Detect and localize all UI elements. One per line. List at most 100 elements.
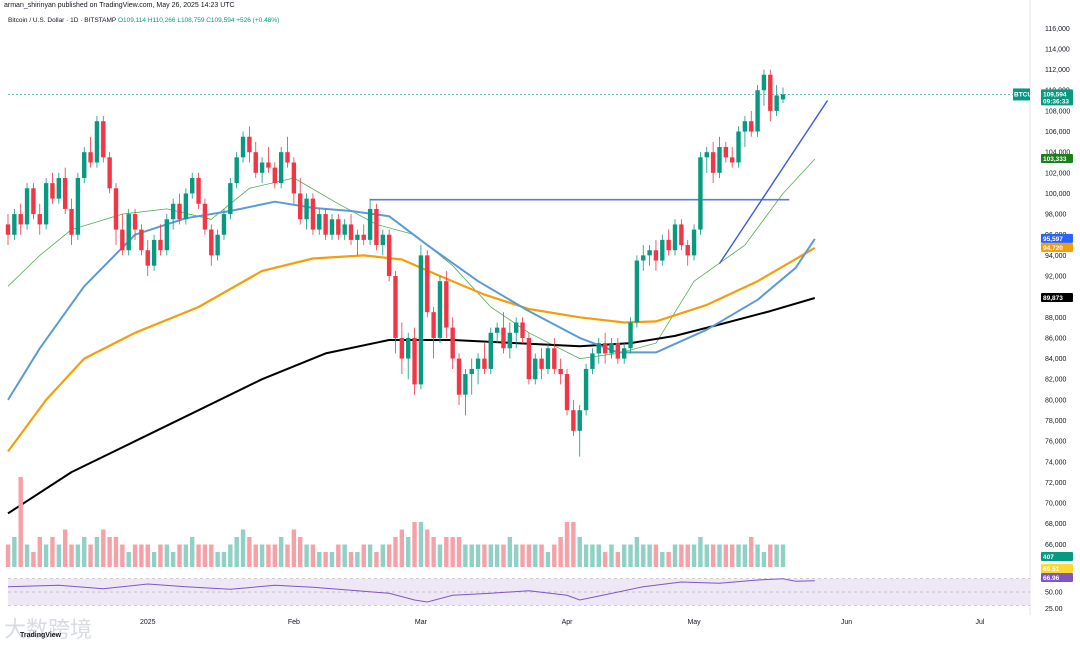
- volume-bar: [164, 544, 170, 567]
- volume-bar: [552, 544, 557, 567]
- volume-bar: [177, 544, 182, 567]
- volume-bar: [729, 544, 735, 567]
- volume-bar: [158, 544, 163, 567]
- volume-bar: [247, 537, 252, 567]
- candle-body: [463, 374, 468, 395]
- volume-bar: [418, 522, 424, 567]
- volume-bar: [380, 544, 385, 567]
- volume-bar: [583, 544, 589, 567]
- candle-body: [564, 374, 570, 411]
- volume-bar: [450, 537, 455, 567]
- volume-bar: [634, 537, 640, 567]
- volume-bar: [660, 552, 665, 567]
- volume-bar: [348, 552, 354, 567]
- y-tick-label: 108,000: [1045, 108, 1070, 115]
- candle-body: [729, 157, 735, 163]
- candle-body: [101, 121, 106, 158]
- candle-body: [69, 208, 74, 235]
- candle-body: [177, 203, 182, 220]
- rsi-tick-label: 25.00: [1045, 606, 1063, 613]
- trendline: [718, 100, 829, 265]
- x-tick-label: Feb: [288, 619, 300, 626]
- price-tag-symbol-text: BTCUSD: [1014, 91, 1041, 98]
- candle-body: [488, 332, 493, 369]
- y-tick-label: 80,000: [1045, 397, 1067, 404]
- candle-body: [450, 327, 455, 359]
- volume-bar: [336, 544, 341, 567]
- volume-bar: [259, 544, 265, 567]
- candle-body: [577, 410, 582, 431]
- candle-body: [533, 358, 538, 380]
- price-tag-value: 66.96: [1043, 575, 1060, 582]
- y-tick-label: 104,000: [1045, 150, 1070, 157]
- candle-body: [196, 177, 201, 204]
- y-tick-label: 86,000: [1045, 335, 1067, 342]
- rsi-tick-label: 50.00: [1045, 590, 1063, 597]
- candle-body: [749, 121, 754, 132]
- candle-body: [240, 136, 246, 158]
- candle-body: [82, 152, 87, 178]
- candle-body: [602, 343, 608, 354]
- volume-bar: [75, 544, 81, 567]
- volume-bar: [120, 544, 125, 567]
- candle-body: [151, 239, 157, 266]
- price-tag-value: 89,873: [1043, 295, 1063, 302]
- volume-bar: [704, 544, 709, 567]
- volume-bar: [291, 529, 297, 567]
- candle-body: [24, 188, 30, 225]
- volume-bar: [520, 544, 525, 567]
- volume-bar: [571, 522, 576, 567]
- volume-bar: [609, 544, 614, 567]
- candle-body: [298, 193, 303, 220]
- candle-body: [444, 281, 449, 328]
- volume-bar: [329, 552, 335, 567]
- volume-bar: [374, 552, 379, 567]
- candle-body: [5, 224, 11, 235]
- candle-body: [31, 188, 36, 215]
- candle-body: [399, 337, 405, 359]
- candle-body: [107, 157, 112, 189]
- volume-bar: [406, 537, 411, 567]
- candle-body: [380, 234, 385, 246]
- price-tag: [1041, 154, 1073, 164]
- y-tick-label: 68,000: [1045, 521, 1067, 528]
- volume-bar: [317, 552, 322, 567]
- candle-body: [475, 358, 481, 369]
- candle-body: [761, 74, 767, 91]
- y-tick-label: 66,000: [1045, 542, 1067, 549]
- candle-body: [234, 157, 239, 184]
- candle-body: [469, 368, 474, 375]
- candle-body: [660, 239, 665, 261]
- volume-bar: [444, 537, 449, 567]
- candle-body: [285, 152, 290, 163]
- candle-body: [628, 322, 633, 349]
- symbol-line: Bitcoin / U.S. Dollar · 1D · BITSTAMP O1…: [8, 17, 279, 24]
- volume-bar: [298, 537, 303, 567]
- volume-bar: [24, 544, 30, 567]
- price-tag-value: 94,720: [1043, 245, 1063, 252]
- volume-bar: [190, 537, 195, 567]
- volume-bar: [266, 544, 271, 567]
- candle-body: [361, 234, 366, 240]
- volume-bar: [526, 544, 532, 567]
- volume-bar: [641, 544, 646, 567]
- symbol-name[interactable]: Bitcoin / U.S. Dollar · 1D · BITSTAMP: [8, 17, 117, 24]
- volume-bar: [742, 544, 748, 567]
- volume-bar: [12, 537, 17, 567]
- volume-bar: [355, 552, 360, 567]
- tradingview-logo[interactable]: TradingView: [20, 632, 62, 639]
- volume-bar: [412, 522, 417, 567]
- candle-body: [183, 193, 189, 220]
- candle-body: [666, 239, 671, 251]
- candle-body: [647, 250, 652, 256]
- price-tag-value: 95,597: [1043, 236, 1063, 243]
- x-tick-label: Jun: [841, 619, 852, 626]
- candle-body: [355, 234, 360, 240]
- y-tick-label: 72,000: [1045, 480, 1067, 487]
- volume-bar: [196, 544, 201, 567]
- volume-bar: [494, 544, 500, 567]
- y-tick-label: 100,000: [1045, 191, 1070, 198]
- volume-bar: [755, 544, 760, 567]
